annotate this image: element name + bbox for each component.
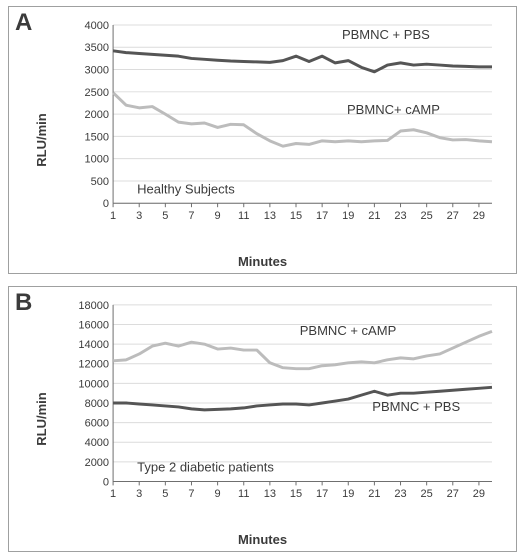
- svg-text:7: 7: [188, 488, 194, 500]
- panel-a-label: A: [15, 9, 32, 37]
- figure: A RLU/min 0 500 1000 1500 2000 2500 3000 3500 40…: [0, 0, 525, 559]
- svg-text:15: 15: [290, 210, 302, 222]
- svg-text:1500: 1500: [85, 131, 110, 143]
- svg-text:Type 2 diabetic patients: Type 2 diabetic patients: [137, 460, 274, 475]
- svg-text:23: 23: [394, 210, 406, 222]
- panel-b-svg: 0 2000 4000 6000 8000 10000 12000 14000 16000 180…: [77, 301, 498, 505]
- svg-text:4000: 4000: [85, 21, 110, 32]
- panel-a-svg: 0500100015002000250030003500400013579111…: [77, 21, 498, 227]
- svg-text:2000: 2000: [85, 109, 110, 121]
- svg-text:17: 17: [316, 488, 328, 500]
- svg-text:3: 3: [136, 210, 142, 222]
- svg-text:5: 5: [162, 210, 168, 222]
- svg-text:3500: 3500: [85, 42, 110, 54]
- panel-a: A RLU/min 0 500 1000 1500 2000 2500 3000 3500 40…: [8, 6, 517, 274]
- svg-text:3000: 3000: [85, 65, 110, 77]
- svg-text:19: 19: [342, 488, 354, 500]
- svg-text:27: 27: [447, 488, 459, 500]
- panel-a-plot: 0500100015002000250030003500400013579111…: [77, 21, 498, 227]
- svg-text:18000: 18000: [78, 301, 109, 312]
- svg-text:4000: 4000: [85, 437, 109, 449]
- svg-text:3: 3: [136, 488, 142, 500]
- svg-text:17: 17: [316, 210, 328, 222]
- svg-text:2500: 2500: [85, 87, 110, 99]
- svg-text:500: 500: [91, 176, 109, 188]
- svg-text:PBMNC+ cAMP: PBMNC+ cAMP: [347, 102, 440, 117]
- svg-text:15: 15: [290, 488, 302, 500]
- svg-text:29: 29: [473, 488, 485, 500]
- svg-text:11: 11: [238, 210, 249, 222]
- svg-text:1: 1: [110, 488, 116, 500]
- svg-text:9: 9: [215, 210, 221, 222]
- svg-text:25: 25: [421, 210, 433, 222]
- svg-text:16000: 16000: [78, 320, 109, 332]
- svg-text:1000: 1000: [85, 154, 110, 166]
- panel-b-label: B: [15, 289, 32, 317]
- svg-text:8000: 8000: [85, 398, 109, 410]
- svg-text:12000: 12000: [78, 359, 109, 371]
- svg-text:2000: 2000: [85, 457, 109, 469]
- svg-text:PBMNC + PBS: PBMNC + PBS: [342, 27, 430, 42]
- svg-text:29: 29: [473, 210, 485, 222]
- svg-text:13: 13: [264, 488, 276, 500]
- svg-text:21: 21: [368, 210, 380, 222]
- svg-text:23: 23: [394, 488, 406, 500]
- svg-text:14000: 14000: [78, 339, 109, 351]
- panel-b-plot: 0 2000 4000 6000 8000 10000 12000 14000 16000 180…: [77, 301, 498, 505]
- svg-text:7: 7: [188, 210, 194, 222]
- panel-a-xlabel: Minutes: [9, 254, 516, 269]
- panel-b: B RLU/min 0 2000 4000 6000 8000 10000 12000 140…: [8, 286, 517, 552]
- svg-text:Healthy Subjects: Healthy Subjects: [137, 181, 235, 196]
- panel-a-ylabel: RLU/min: [34, 113, 49, 166]
- svg-text:11: 11: [238, 488, 249, 500]
- svg-text:25: 25: [421, 488, 433, 500]
- svg-text:6000: 6000: [85, 418, 109, 430]
- svg-text:1: 1: [110, 210, 116, 222]
- panel-b-xlabel: Minutes: [9, 532, 516, 547]
- svg-text:0: 0: [103, 198, 109, 210]
- svg-text:0: 0: [103, 476, 109, 488]
- svg-text:27: 27: [447, 210, 459, 222]
- svg-text:9: 9: [215, 488, 221, 500]
- svg-text:19: 19: [342, 210, 354, 222]
- svg-text:21: 21: [368, 488, 380, 500]
- svg-text:PBMNC + PBS: PBMNC + PBS: [372, 399, 460, 414]
- svg-text:10000: 10000: [78, 378, 109, 390]
- svg-text:PBMNC + cAMP: PBMNC + cAMP: [300, 323, 397, 338]
- svg-text:13: 13: [264, 210, 276, 222]
- panel-b-ylabel: RLU/min: [34, 392, 49, 445]
- svg-text:5: 5: [162, 488, 168, 500]
